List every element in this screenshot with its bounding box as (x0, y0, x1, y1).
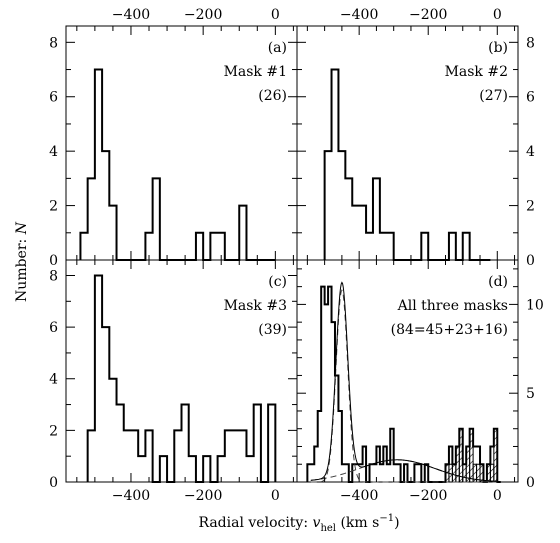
x-tick-label-b: −400 (340, 7, 378, 23)
x-tick-label-a: 0 (271, 7, 280, 23)
y-tick-label-a: 8 (49, 35, 58, 51)
panel-b-count: (27) (479, 88, 508, 104)
hatched-bar-d (451, 463, 457, 483)
y-tick-label-c: 2 (49, 423, 58, 439)
y-tick-label-a: 4 (49, 144, 58, 160)
y-tick-label-c: 0 (49, 475, 58, 491)
x-tick-label-a: −200 (184, 7, 222, 23)
panel-b-title: Mask #2 (445, 64, 508, 80)
panel-a-frame (65, 25, 298, 261)
x-tick-label-c: −400 (112, 488, 150, 504)
x-tick-label-d: −200 (409, 488, 447, 504)
y-tick-label-b: 6 (526, 90, 535, 106)
y-tick-label-c: 6 (49, 320, 58, 336)
panel-a-letter: (a) (268, 40, 287, 56)
y-tick-label-c: 4 (49, 372, 58, 388)
model-component-1 (310, 289, 498, 483)
model-total (310, 281, 498, 482)
x-tick-label-b: −200 (409, 7, 447, 23)
panel-d-letter: (d) (488, 274, 508, 290)
panel-b-letter: (b) (488, 40, 508, 56)
panel-d-count: (84=45+23+16) (391, 322, 508, 338)
y-tick-label-b: 8 (526, 35, 535, 51)
hatched-bar-d (462, 463, 467, 483)
histogram-a (79, 68, 276, 261)
y-tick-label-b: 4 (526, 144, 535, 160)
x-axis-title: Radial velocity: vhel (km s−1) (198, 513, 399, 534)
x-tick-label-c: −200 (184, 488, 222, 504)
y-tick-label-d: 0 (526, 475, 535, 491)
axis-ticks: −400 −200 0 0 2 4 6 8 −400 −200 0 0 2 4 6 8 −400 −200 0 0 2 4… (49, 7, 544, 504)
panel-c-title: Mask #3 (224, 298, 287, 314)
y-tick-label-b: 2 (526, 199, 535, 215)
x-tick-label-b: 0 (493, 7, 502, 23)
y-tick-label-c: 8 (49, 268, 58, 284)
panel-c-letter: (c) (268, 274, 287, 290)
y-tick-label-b: 0 (526, 253, 535, 269)
y-tick-label-a: 0 (49, 253, 58, 269)
panel-b-frame (296, 25, 519, 261)
histogram-b (323, 68, 491, 261)
panel-a-count: (26) (258, 88, 287, 104)
y-tick-label-d: 10 (526, 297, 544, 313)
x-tick-label-d: −400 (340, 488, 378, 504)
panel-a-title: Mask #1 (224, 64, 287, 80)
y-tick-label-d: 5 (526, 386, 535, 402)
y-tick-label-a: 2 (49, 199, 58, 215)
y-axis-title: Number: N (14, 221, 30, 302)
x-tick-label-a: −400 (112, 7, 150, 23)
x-tick-label-c: 0 (271, 488, 280, 504)
histogram-d (306, 285, 501, 483)
y-tick-label-a: 6 (49, 90, 58, 106)
panel-c-frame (65, 259, 298, 483)
panel-c-count: (39) (258, 322, 287, 338)
x-tick-label-d: 0 (493, 488, 502, 504)
panel-d-title: All three masks (397, 298, 508, 314)
hatched-bar-d (489, 463, 495, 483)
histogram-c (86, 274, 277, 483)
